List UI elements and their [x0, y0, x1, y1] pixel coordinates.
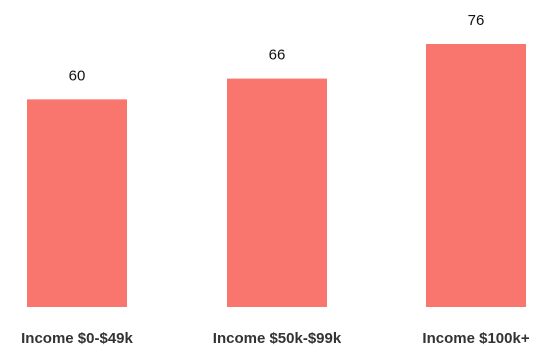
bar-2	[227, 78, 327, 308]
bar-3	[426, 44, 526, 307]
data-label-1: 60	[69, 67, 86, 84]
category-labels-group: Income $0-$49k Income $50k-$99k Income $10…	[21, 330, 530, 347]
bar-1	[27, 99, 127, 307]
data-label-2: 66	[269, 47, 286, 64]
x-tick-label-1: Income $0-$49k	[21, 330, 133, 347]
data-label-3: 76	[468, 12, 485, 29]
x-tick-label-2: Income $50k-$99k	[213, 330, 342, 347]
x-tick-label-3: Income $100k+	[422, 330, 529, 347]
bars-group	[27, 44, 526, 308]
value-labels-group: 60 66 76	[69, 12, 485, 84]
